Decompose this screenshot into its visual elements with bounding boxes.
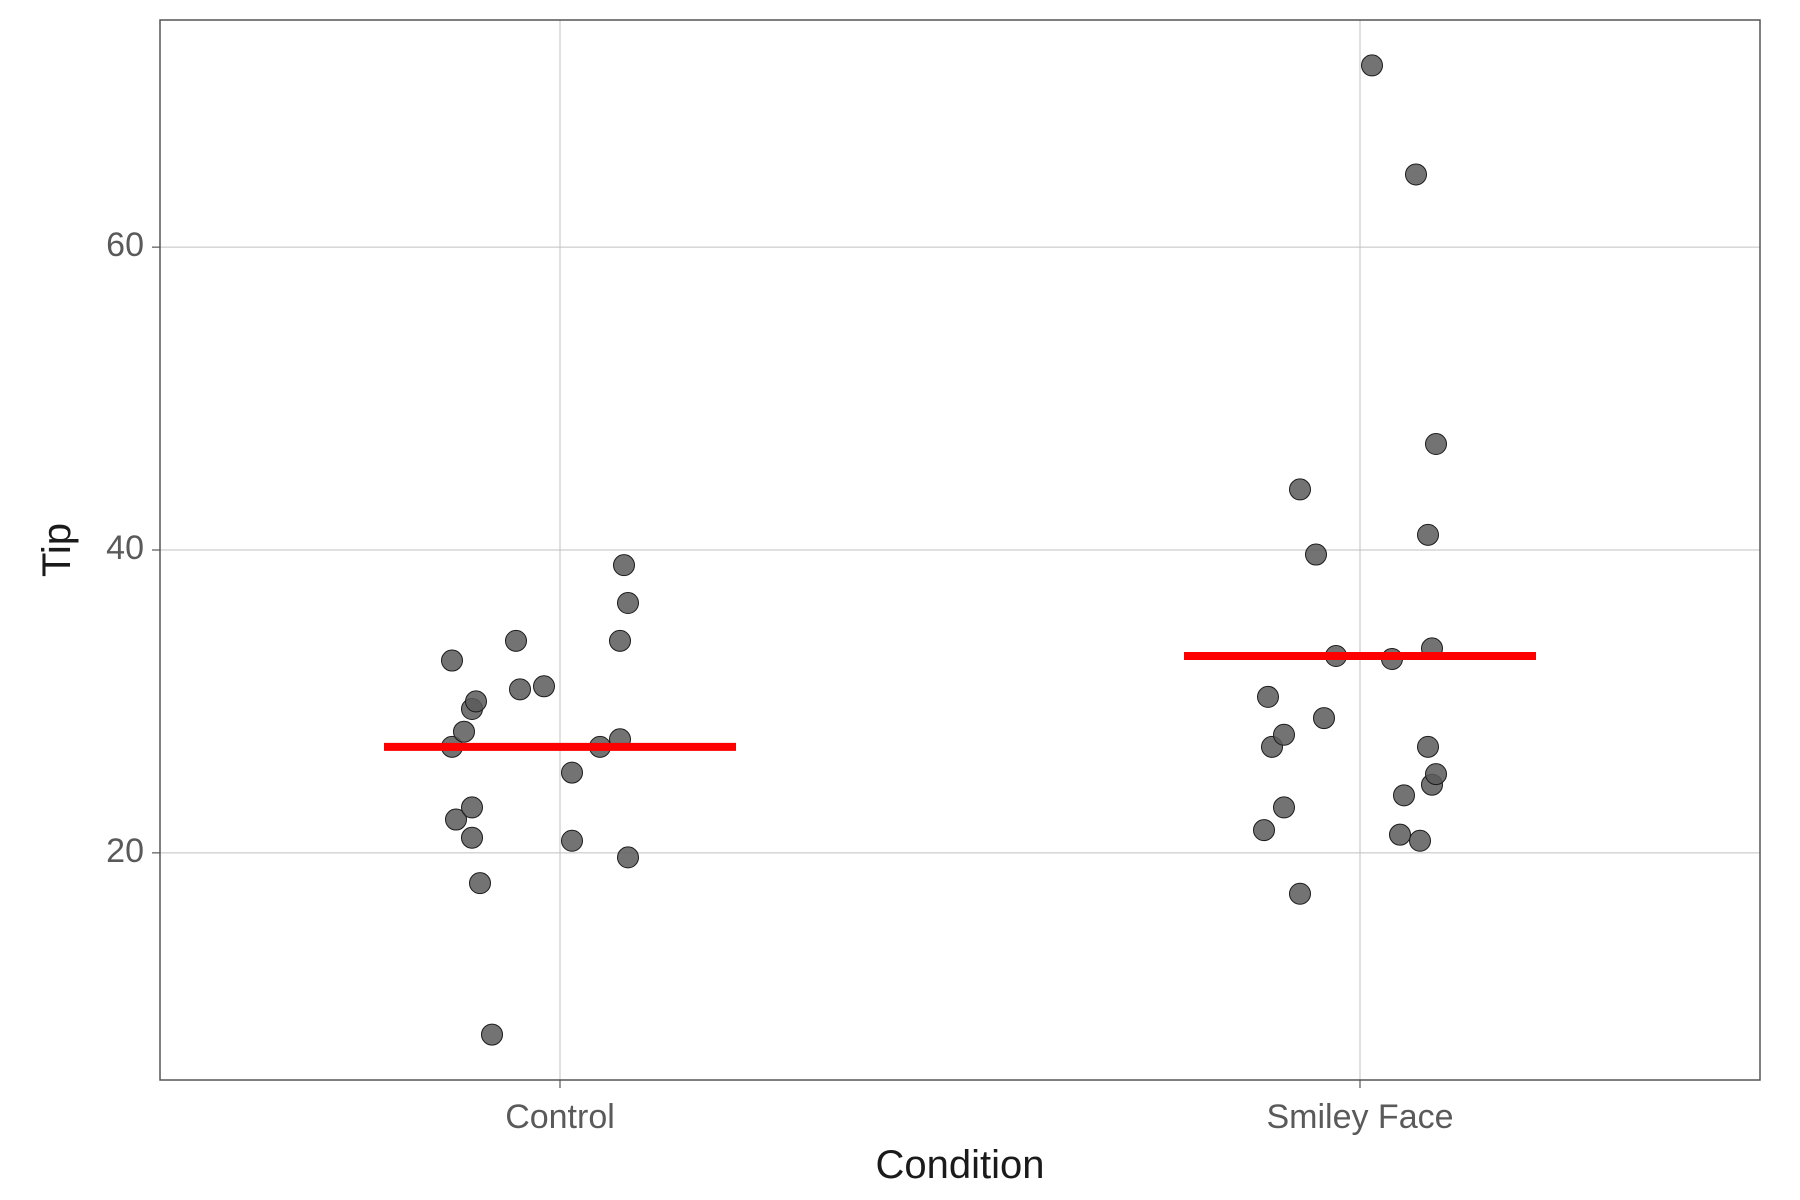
data-point bbox=[510, 679, 531, 700]
data-point bbox=[618, 593, 639, 614]
data-point bbox=[454, 721, 475, 742]
data-point bbox=[1290, 479, 1311, 500]
data-point bbox=[1254, 820, 1275, 841]
data-point bbox=[1406, 164, 1427, 185]
data-point bbox=[562, 830, 583, 851]
data-point bbox=[482, 1024, 503, 1045]
data-point bbox=[1418, 524, 1439, 545]
data-point bbox=[1314, 708, 1335, 729]
y-tick-label: 20 bbox=[106, 832, 144, 870]
data-point bbox=[1274, 797, 1295, 818]
data-point bbox=[1390, 824, 1411, 845]
data-point bbox=[1426, 434, 1447, 455]
data-point bbox=[562, 762, 583, 783]
scatter-chart: 20 40 60 Control Smiley Face Tip Condition bbox=[0, 0, 1800, 1200]
data-point bbox=[466, 691, 487, 712]
data-point bbox=[1362, 55, 1383, 76]
data-point bbox=[1410, 830, 1431, 851]
data-point bbox=[1258, 686, 1279, 707]
data-point bbox=[1290, 883, 1311, 904]
data-point bbox=[470, 873, 491, 894]
x-tick-label: Control bbox=[505, 1098, 615, 1136]
x-axis-title: Condition bbox=[875, 1143, 1044, 1187]
data-point bbox=[614, 555, 635, 576]
data-point bbox=[534, 676, 555, 697]
y-tick-label: 40 bbox=[106, 529, 144, 567]
data-point bbox=[442, 650, 463, 671]
data-point bbox=[1418, 736, 1439, 757]
data-point bbox=[1426, 764, 1447, 785]
chart-container: 20 40 60 Control Smiley Face Tip Condition bbox=[0, 0, 1800, 1200]
data-point bbox=[610, 630, 631, 651]
data-point bbox=[506, 630, 527, 651]
data-point bbox=[1394, 785, 1415, 806]
data-point bbox=[462, 797, 483, 818]
y-tick-label: 60 bbox=[106, 226, 144, 264]
data-point bbox=[462, 827, 483, 848]
data-point bbox=[618, 847, 639, 868]
data-point bbox=[1306, 544, 1327, 565]
y-axis-title: Tip bbox=[35, 523, 79, 577]
data-point bbox=[1274, 724, 1295, 745]
x-tick-label: Smiley Face bbox=[1266, 1098, 1453, 1136]
